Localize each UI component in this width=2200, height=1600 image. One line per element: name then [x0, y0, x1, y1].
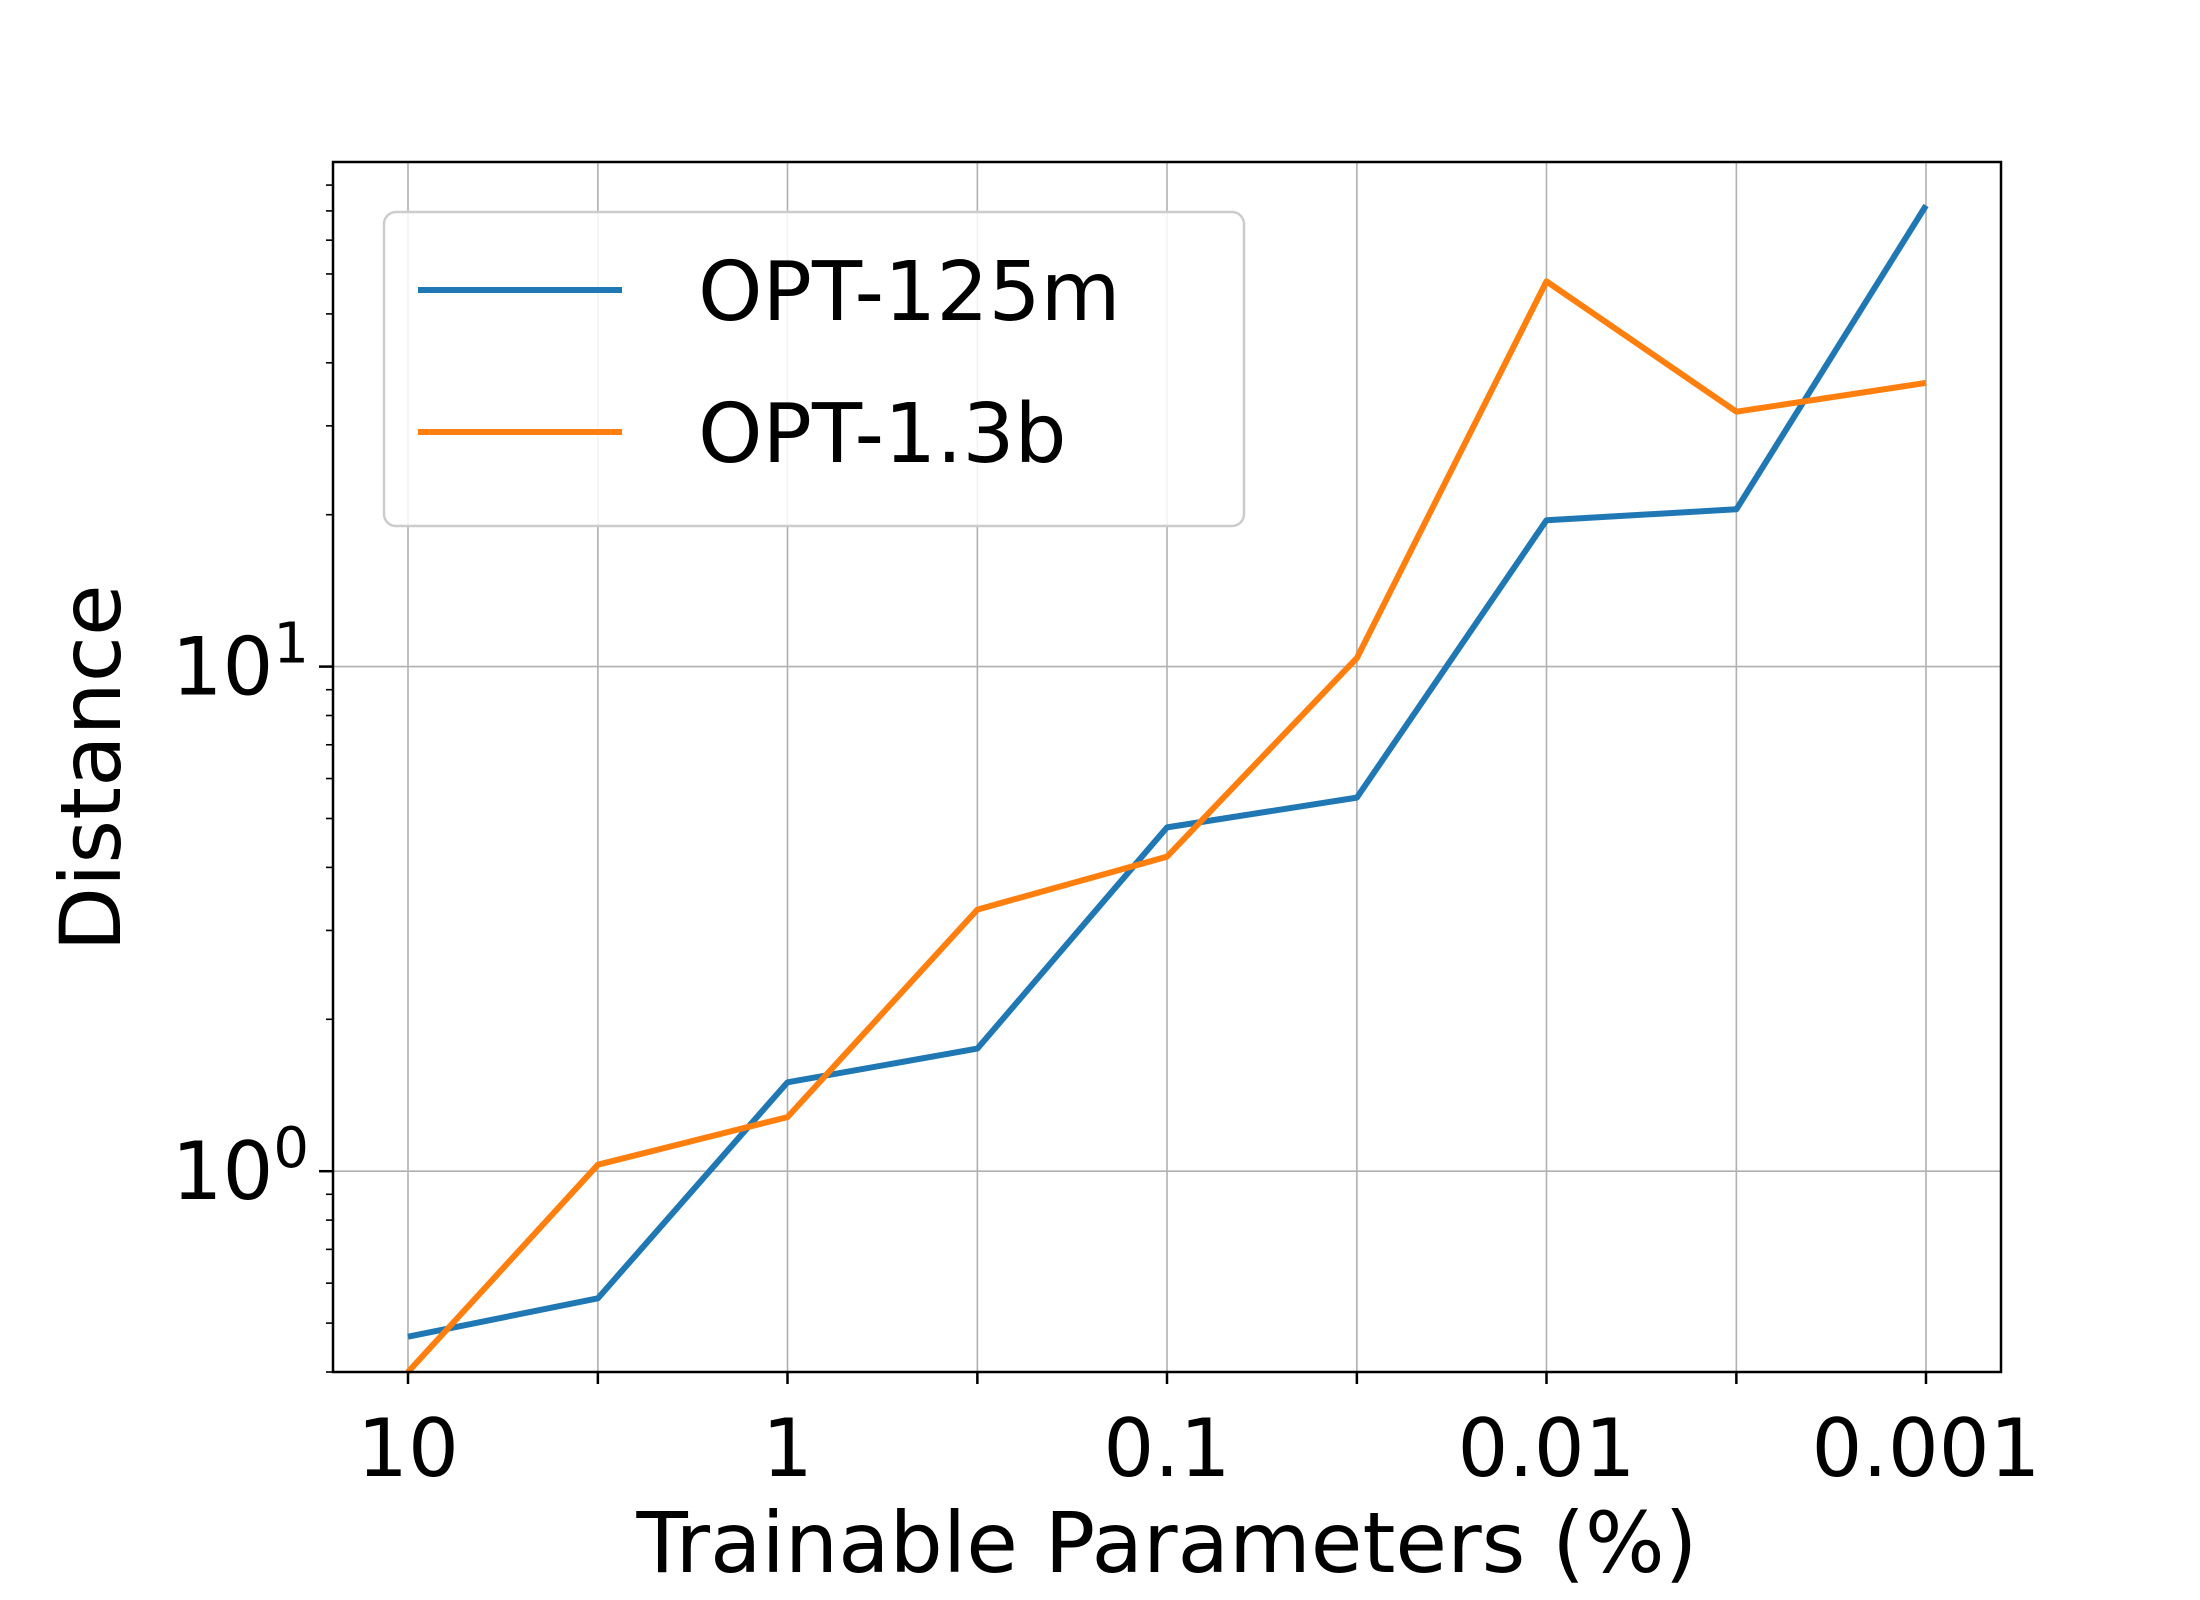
x-tick-label: 10	[357, 1402, 459, 1495]
y-tick-label: 100	[172, 1116, 309, 1218]
legend-label-opt-1-3b: OPT-1.3b	[698, 387, 1067, 482]
x-tick-label: 0.1	[1103, 1402, 1230, 1495]
x-axis-label: Trainable Parameters (%)	[636, 1494, 1698, 1592]
x-axis-ticks: 10 1 0.1 0.01 0.001	[357, 1372, 2041, 1495]
series-group	[405, 203, 1929, 1375]
x-tick-label: 1	[762, 1402, 813, 1495]
x-tick-label: 0.01	[1457, 1402, 1635, 1495]
y-tick-label: 101	[172, 612, 309, 714]
series-line-opt-125m	[407, 203, 1929, 1340]
series-line-opt-1-3b	[405, 278, 1927, 1375]
legend: OPT-125m OPT-1.3b	[382, 210, 1246, 528]
legend-label-opt-125m: OPT-125m	[698, 245, 1121, 340]
y-axis-ticks: 100 101	[172, 612, 333, 1218]
y-axis-label: Distance	[42, 584, 140, 951]
x-tick-label: 0.001	[1811, 1402, 2040, 1495]
